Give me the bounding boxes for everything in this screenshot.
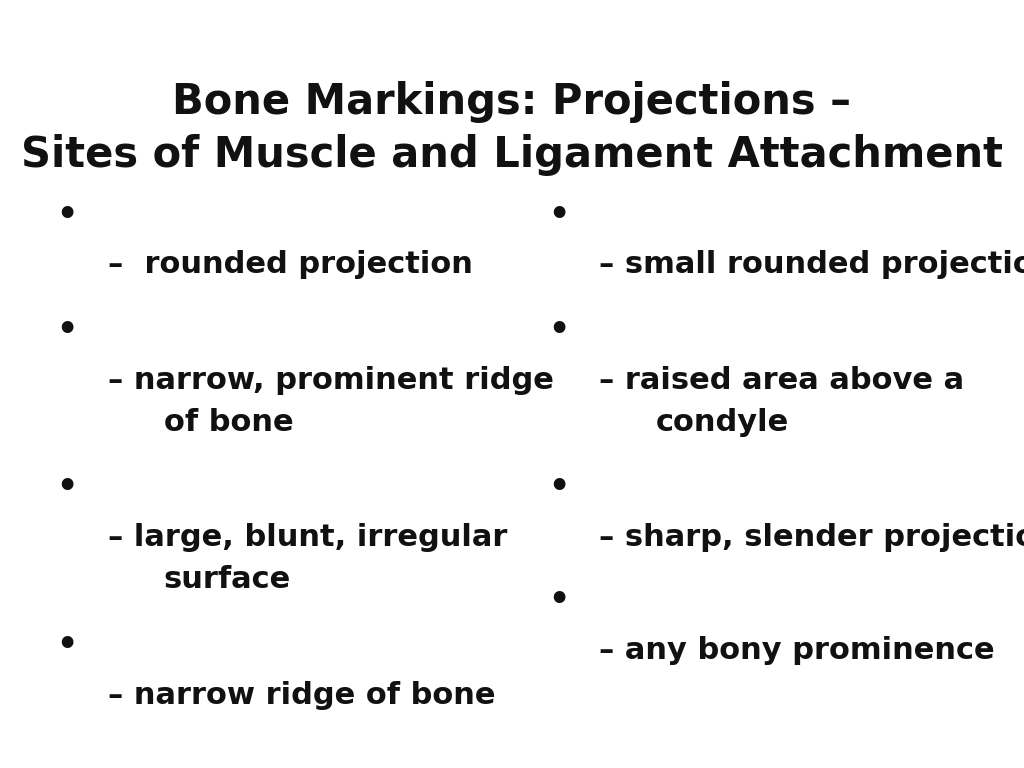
Text: •: • bbox=[548, 472, 569, 504]
Text: – narrow ridge of bone: – narrow ridge of bone bbox=[108, 680, 495, 710]
Text: – any bony prominence: – any bony prominence bbox=[599, 636, 994, 665]
Text: •: • bbox=[548, 199, 569, 231]
Text: of bone: of bone bbox=[164, 408, 294, 437]
Text: •: • bbox=[56, 199, 78, 231]
Text: – sharp, slender projection: – sharp, slender projection bbox=[599, 523, 1024, 552]
Text: •: • bbox=[548, 584, 569, 617]
Text: – raised area above a: – raised area above a bbox=[599, 366, 965, 395]
Text: –  rounded projection: – rounded projection bbox=[108, 250, 472, 280]
Text: Bone Markings: Projections –
Sites of Muscle and Ligament Attachment: Bone Markings: Projections – Sites of Mu… bbox=[22, 81, 1002, 176]
Text: – small rounded projection: – small rounded projection bbox=[599, 250, 1024, 280]
Text: – narrow, prominent ridge: – narrow, prominent ridge bbox=[108, 366, 553, 395]
Text: condyle: condyle bbox=[655, 408, 788, 437]
Text: – large, blunt, irregular: – large, blunt, irregular bbox=[108, 523, 507, 552]
Text: •: • bbox=[56, 629, 78, 661]
Text: •: • bbox=[548, 314, 569, 346]
Text: surface: surface bbox=[164, 565, 291, 594]
Text: •: • bbox=[56, 472, 78, 504]
Text: •: • bbox=[56, 314, 78, 346]
